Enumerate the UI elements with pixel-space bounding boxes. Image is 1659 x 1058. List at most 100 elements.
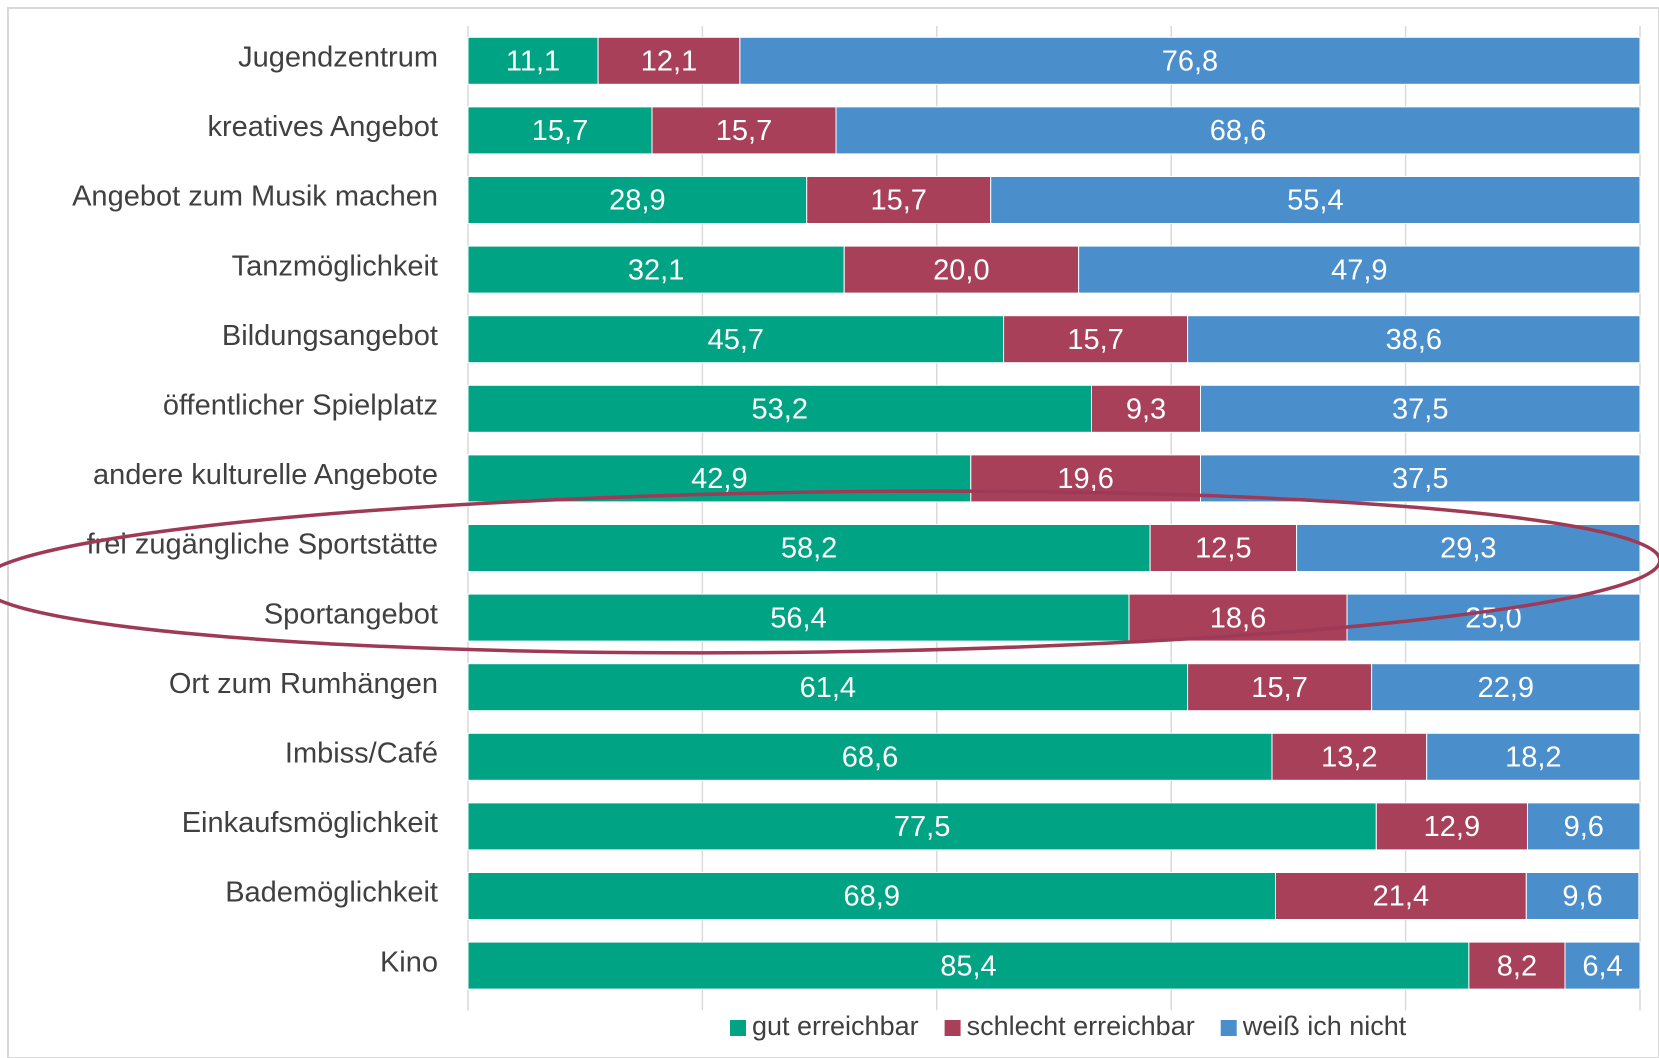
data-label: 68,9	[844, 881, 900, 913]
bar-segment	[1426, 732, 1641, 781]
data-label: 68,6	[1210, 115, 1266, 147]
legend-label: schlecht erreichbar	[967, 1011, 1195, 1041]
data-label: 61,4	[800, 672, 856, 704]
bar-segment	[1271, 732, 1428, 781]
data-label: 9,3	[1126, 393, 1166, 425]
data-label: 21,4	[1373, 881, 1429, 913]
bar-segment	[843, 245, 1080, 294]
bar-segment	[467, 106, 653, 155]
data-label: 85,4	[940, 950, 996, 982]
data-label: 58,2	[781, 533, 837, 565]
data-label: 6,4	[1582, 950, 1622, 982]
data-label: 38,6	[1386, 324, 1442, 356]
y-tick-label: öffentlicher Spielplatz	[163, 389, 438, 421]
data-label: 53,2	[752, 393, 808, 425]
bar-segment	[597, 36, 741, 85]
y-tick-label: Kino	[380, 946, 438, 978]
bar-segment	[1375, 802, 1528, 851]
data-label: 37,5	[1392, 393, 1448, 425]
bar-segment	[1275, 872, 1527, 920]
y-tick-label: Einkaufsmöglichkeit	[182, 807, 438, 839]
data-label: 45,7	[708, 324, 764, 356]
y-tick-label: Bademöglichkeit	[225, 877, 438, 909]
data-label: 77,5	[894, 811, 950, 843]
bar-segment	[1296, 524, 1641, 572]
bar-segment	[467, 315, 1005, 364]
legend-swatch	[944, 1020, 961, 1036]
data-label: 55,4	[1287, 185, 1343, 217]
data-label: 56,4	[770, 602, 826, 634]
legend-swatch	[730, 1020, 746, 1036]
y-tick-label: Jugendzentrum	[238, 41, 438, 73]
bar-segment	[1187, 315, 1641, 364]
data-label: 15,7	[716, 115, 772, 147]
bar-segment	[1149, 524, 1298, 572]
data-label: 19,6	[1057, 463, 1113, 495]
bar-segment	[1200, 384, 1641, 433]
bar-segment	[1371, 663, 1641, 712]
data-label: 12,1	[641, 45, 697, 77]
legend-swatch	[1220, 1020, 1237, 1036]
bar-segment	[1526, 802, 1641, 851]
bar-segment	[1564, 941, 1641, 990]
data-label: 32,1	[628, 254, 684, 286]
data-label: 12,9	[1424, 811, 1480, 843]
bar-segment	[467, 245, 845, 294]
bar-segment	[739, 36, 1641, 85]
bar-segment	[1078, 245, 1641, 294]
data-label: 15,7	[870, 185, 926, 217]
y-tick-label: andere kulturelle Angebote	[93, 459, 438, 491]
y-tick-label: Imbiss/Café	[285, 737, 438, 769]
bar-segment	[806, 176, 992, 224]
bar-segment	[651, 106, 837, 155]
bar-segment	[990, 176, 1641, 224]
data-label: 15,7	[1067, 324, 1123, 356]
data-label: 20,0	[933, 254, 989, 286]
bar-segment	[467, 384, 1093, 433]
highlight-ellipse	[0, 489, 1659, 655]
bar-segment	[467, 802, 1377, 851]
data-label: 28,9	[609, 185, 665, 217]
bar-segment	[1128, 593, 1348, 642]
bar-segment	[467, 176, 808, 224]
data-label: 15,7	[532, 115, 588, 147]
y-tick-label: kreatives Angebot	[207, 111, 438, 143]
data-label: 9,6	[1562, 881, 1602, 913]
data-label: 47,9	[1331, 254, 1387, 286]
bar-segment	[467, 872, 1277, 920]
y-tick-label: Ort zum Rumhängen	[169, 668, 438, 700]
data-label: 18,6	[1210, 602, 1266, 634]
data-label: 11,1	[506, 45, 560, 77]
data-label: 18,2	[1505, 741, 1561, 773]
y-tick-label: Bildungsangebot	[222, 320, 438, 352]
data-label: 76,8	[1162, 45, 1218, 77]
y-tick-label: Angebot zum Musik machen	[72, 181, 438, 213]
bar-segment	[467, 593, 1130, 642]
bar-segment	[467, 524, 1151, 572]
legend-label: gut erreichbar	[752, 1011, 919, 1041]
y-tick-label: Tanzmöglichkeit	[232, 250, 438, 282]
legend-label: weiß ich nicht	[1242, 1011, 1407, 1041]
data-label: 8,2	[1497, 950, 1537, 982]
bar-segment	[1200, 454, 1641, 503]
data-label: 12,5	[1195, 533, 1251, 565]
y-tick-label: Sportangebot	[264, 598, 438, 630]
bar-segment	[1468, 941, 1566, 990]
chart-border	[7, 7, 1659, 1058]
bar-segment	[1003, 315, 1189, 364]
data-label: 37,5	[1392, 463, 1448, 495]
data-label: 9,6	[1564, 811, 1604, 843]
data-label: 68,6	[842, 741, 898, 773]
bar-segment	[467, 663, 1189, 712]
data-label: 15,7	[1251, 672, 1307, 704]
bar-segment	[835, 106, 1641, 155]
bar-segment	[1187, 663, 1373, 712]
data-label: 22,9	[1478, 672, 1534, 704]
bar-segment	[1346, 593, 1641, 642]
bar-segment	[1525, 872, 1640, 920]
bar-segment	[1091, 384, 1202, 433]
bar-segment	[467, 941, 1470, 990]
data-label: 42,9	[691, 463, 747, 495]
data-label: 29,3	[1440, 533, 1496, 565]
